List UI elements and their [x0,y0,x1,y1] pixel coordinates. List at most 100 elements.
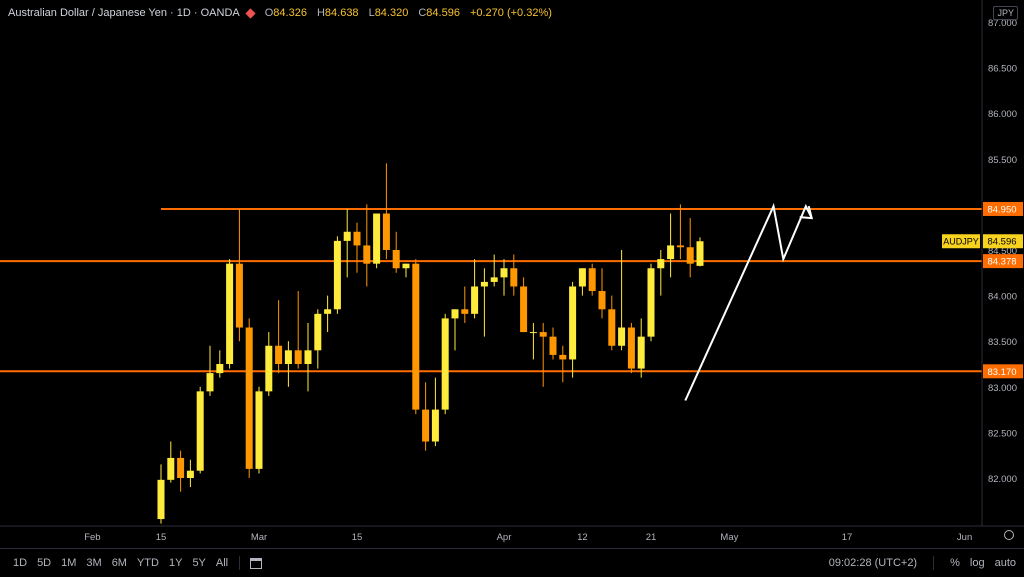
candles [157,163,704,524]
candle-body [294,350,302,364]
candle-body [539,332,547,337]
candle-body [255,391,263,469]
change-value: +0.270 (+0.32%) [469,7,552,19]
level-price-label: 84.950 [987,204,1016,215]
divider [239,556,241,570]
price-tick-label: 84.000 [988,292,1017,303]
open-label: O [264,7,274,19]
price-tick-label: 86.000 [988,109,1017,120]
time-tick-label: 12 [577,532,588,543]
candle-body [588,268,596,292]
timeframe-all[interactable]: All [215,557,229,569]
timeframe-1d[interactable]: 1D [13,557,28,569]
candle-body [510,268,518,287]
candle-body [392,250,400,269]
timeframe-1y[interactable]: 1Y [168,557,183,569]
candle-body [304,350,312,364]
price-axis[interactable]: 87.00086.50086.00085.50085.00084.50084.0… [981,0,1017,526]
candle-body [559,354,567,360]
candle-body [245,327,253,469]
candle-body [402,263,410,269]
price-chart[interactable]: 87.00086.50086.00085.50085.00084.50084.0… [0,0,1024,548]
time-tick-label: Apr [497,532,512,543]
right-tools: 09:02:28 (UTC+2) % log auto [829,549,1016,577]
candle-body [333,240,341,310]
auto-toggle[interactable]: auto [994,557,1016,569]
symbol-title[interactable]: Australian Dollar / Japanese Yen · 1D · … [8,7,240,19]
candle-body [216,364,224,374]
candle-body [529,332,537,334]
price-tick-label: 83.500 [988,337,1017,348]
candle-body [451,309,459,319]
candle-body [196,391,204,471]
time-tick-label: 21 [646,532,657,543]
bottom-toolbar: 1D 5D 1M 3M 6M YTD 1Y 5Y All 09:02:28 (U… [0,548,1024,577]
candle-body [471,286,479,314]
candle-body [363,245,371,264]
candle-body [235,263,243,328]
timeframe-6m[interactable]: 6M [111,557,127,569]
time-tick-label: Jun [957,532,972,543]
percent-toggle[interactable]: % [950,557,960,569]
price-labels: 84.950 84.378 83.170 AUDJPY 84.596 [942,201,1023,379]
time-axis[interactable]: Feb 15 Mar 15 Apr 12 21 May 17 Jun [0,525,1024,543]
timeframe-5y[interactable]: 5Y [192,557,206,569]
candle-body [431,409,439,442]
timeframe-ytd[interactable]: YTD [136,557,159,569]
candle-body [284,350,292,364]
high-value: 84.638 [324,7,359,19]
candle-body [324,309,332,314]
currency-badge[interactable]: JPY [993,6,1018,20]
candle-body [490,277,498,282]
high-label: H [316,7,325,19]
symbol-legend: Australian Dollar / Japanese Yen · 1D · … [8,7,552,19]
price-tick-label: 82.000 [988,474,1017,485]
time-tick-label: Feb [84,532,100,543]
candle-body [627,327,635,369]
timeframe-3m[interactable]: 3M [86,557,102,569]
candle-body [667,245,675,260]
candle-body [696,241,704,266]
candle-body [353,231,361,246]
open-value: 84.326 [273,7,307,19]
last-price-tag [983,234,1023,249]
candle-body [569,286,577,360]
candle-body [226,263,234,364]
level-price-tag [983,364,1023,379]
flag-icon[interactable] [245,7,256,19]
candle-body [578,268,586,287]
symbol-tag [942,234,980,249]
time-tick-label: 15 [352,532,363,543]
log-toggle[interactable]: log [969,557,985,569]
projection-arrowhead [799,205,814,220]
projection-path [684,202,814,401]
candle-body [265,345,273,392]
calendar-icon[interactable] [250,557,263,569]
close-label: C [418,7,427,19]
price-tick-label: 82.500 [988,428,1017,439]
candle-body [598,291,606,310]
time-tick-label: 15 [156,532,167,543]
gear-icon[interactable] [1004,530,1014,540]
time-tick-label: 17 [842,532,853,543]
time-tick-label: Mar [251,532,267,543]
timeframe-1m[interactable]: 1M [61,557,77,569]
low-label: L [368,7,375,19]
level-price-label: 83.170 [987,367,1016,378]
level-price-tag [983,201,1023,216]
price-tick-label: 87.000 [988,18,1017,29]
candle-body [676,245,684,248]
candle-body [412,263,420,410]
candle-body [441,318,449,410]
clock[interactable]: 09:02:28 (UTC+2) [828,557,918,569]
candle-body [500,268,508,278]
candle-body [186,470,194,478]
candle-body [177,457,185,478]
price-tick-label: 84.500 [988,246,1017,257]
candle-body [647,268,655,337]
candle-body [275,345,283,364]
divider [933,556,935,570]
candle-body [618,327,626,346]
candle-body [461,309,469,314]
timeframe-5d[interactable]: 5D [37,557,52,569]
